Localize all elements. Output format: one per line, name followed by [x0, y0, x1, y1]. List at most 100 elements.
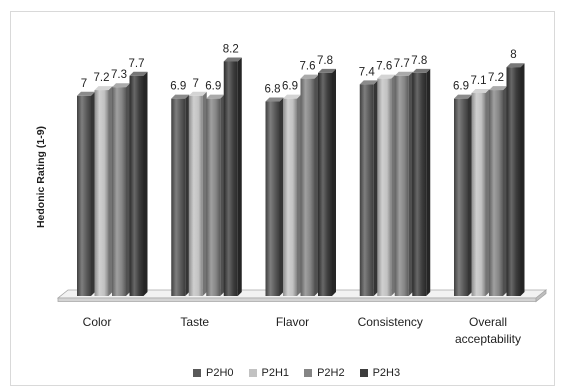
legend-swatch — [359, 369, 368, 377]
category-label-flavor: Flavor — [275, 315, 310, 329]
bar-front-face — [223, 61, 238, 297]
data-label-p2h3-overall-acceptability: 8 — [510, 49, 516, 61]
bar-side-face — [237, 57, 242, 297]
bar-top-face — [471, 88, 490, 93]
bar-front-face — [318, 72, 332, 296]
bar-p2h0-consistency — [359, 80, 378, 296]
bar-front-face — [377, 78, 392, 296]
bar-front-face — [454, 98, 468, 296]
bar-p2h0-color — [77, 91, 95, 296]
data-label-p2h2-taste: 6.9 — [205, 81, 221, 93]
bar-top-face — [454, 94, 472, 99]
bar-front-face — [206, 98, 221, 296]
bar-p2h3-consistency — [412, 68, 431, 296]
bar-p2h1-taste — [188, 91, 207, 296]
bar-p2h0-taste — [171, 94, 190, 296]
data-label-p2h3-consistency: 7.8 — [411, 55, 427, 67]
bar-top-face — [129, 71, 148, 76]
data-label-p2h0-flavor: 6.8 — [265, 84, 281, 96]
bar-top-face — [300, 74, 319, 79]
bar-p2h1-consistency — [377, 74, 396, 296]
bar-p2h2-taste — [206, 94, 225, 296]
bar-top-face — [188, 91, 207, 96]
bar-front-face — [412, 72, 427, 296]
bar-top-face — [506, 63, 525, 68]
data-label-p2h0-color: 7 — [81, 78, 87, 90]
data-label-p2h1-flavor: 6.9 — [282, 81, 298, 93]
legend-label: P2H0 — [206, 367, 234, 379]
bar-p2h3-overall-acceptability — [506, 63, 525, 297]
bar-side-face — [485, 88, 490, 296]
legend-swatch — [248, 369, 257, 377]
data-label-p2h2-color: 7.3 — [111, 69, 127, 81]
bar-p2h0-overall-acceptability — [454, 94, 472, 296]
category-label-taste: Taste — [180, 315, 210, 329]
bar-top-face — [283, 94, 301, 99]
legend-item-p2h1: P2H1 — [248, 367, 290, 379]
bar-top-face — [489, 86, 507, 91]
data-label-p2h2-overall-acceptability: 7.2 — [488, 72, 504, 84]
data-label-p2h3-flavor: 7.8 — [317, 55, 333, 67]
bar-side-face — [185, 94, 190, 296]
legend-swatch — [304, 369, 313, 377]
bar-top-face — [318, 68, 336, 73]
bar-side-face — [202, 91, 207, 296]
data-label-p2h1-taste: 7 — [193, 78, 199, 90]
data-label-p2h3-taste: 8.2 — [223, 43, 239, 55]
bar-top-face — [171, 94, 190, 99]
y-axis-title: Hedonic Rating (1-9) — [35, 126, 47, 228]
bar-p2h1-flavor — [283, 94, 301, 296]
legend-label: P2H2 — [317, 367, 345, 379]
data-label-p2h0-consistency: 7.4 — [359, 66, 376, 78]
data-label-p2h2-consistency: 7.7 — [394, 58, 410, 70]
bar-front-face — [112, 87, 126, 296]
category-label-consistency: Consistency — [357, 315, 423, 329]
bar-p2h2-consistency — [394, 71, 413, 296]
data-label-p2h0-overall-acceptability: 6.9 — [453, 81, 469, 93]
bar-p2h0-flavor — [265, 97, 284, 297]
bar-front-face — [471, 92, 486, 296]
bar-front-face — [94, 90, 109, 296]
category-label-overall-acceptability: Overall acceptability — [454, 315, 522, 346]
legend-label: P2H3 — [372, 367, 401, 379]
bar-top-face — [206, 94, 225, 99]
bar-top-face — [412, 68, 431, 73]
floor-side-face — [535, 289, 547, 303]
bars — [77, 57, 525, 297]
legend-label: P2H1 — [261, 367, 290, 379]
bar-top-face — [94, 86, 113, 91]
bar-front-face — [359, 84, 374, 296]
bar-front-face — [129, 75, 144, 296]
bar-side-face — [297, 94, 301, 296]
bar-front-face — [300, 78, 315, 296]
legend: P2H0 P2H1 P2H2 P2H3 — [193, 367, 400, 379]
bar-side-face — [220, 94, 225, 296]
bar-side-face — [143, 71, 148, 296]
bar-side-face — [108, 86, 113, 296]
bar-p2h1-overall-acceptability — [471, 88, 490, 296]
bar-side-face — [314, 74, 319, 296]
bar-p2h3-taste — [223, 57, 242, 297]
bar-p2h1-color — [94, 86, 113, 296]
bar-side-face — [503, 86, 507, 296]
bar-front-face — [171, 98, 186, 296]
legend-item-p2h3: P2H3 — [359, 367, 401, 379]
bar-front-face — [506, 67, 521, 296]
bar-side-face — [279, 97, 284, 297]
legend-item-p2h2: P2H2 — [304, 367, 345, 379]
bar-p2h3-color — [129, 71, 148, 296]
category-label-color: Color — [82, 315, 112, 329]
bar-top-face — [377, 74, 396, 79]
bar-front-face — [188, 95, 203, 296]
data-label-p2h1-overall-acceptability: 7.1 — [471, 75, 487, 87]
bar-front-face — [489, 90, 503, 296]
floor-front-face — [57, 297, 537, 302]
bar-top-face — [112, 83, 130, 88]
bar-top-face — [223, 57, 242, 62]
bar-side-face — [520, 63, 525, 297]
bar-front-face — [283, 98, 297, 296]
bar-side-face — [426, 68, 431, 296]
bar-front-face — [77, 95, 91, 296]
bar-top-face — [265, 97, 284, 102]
